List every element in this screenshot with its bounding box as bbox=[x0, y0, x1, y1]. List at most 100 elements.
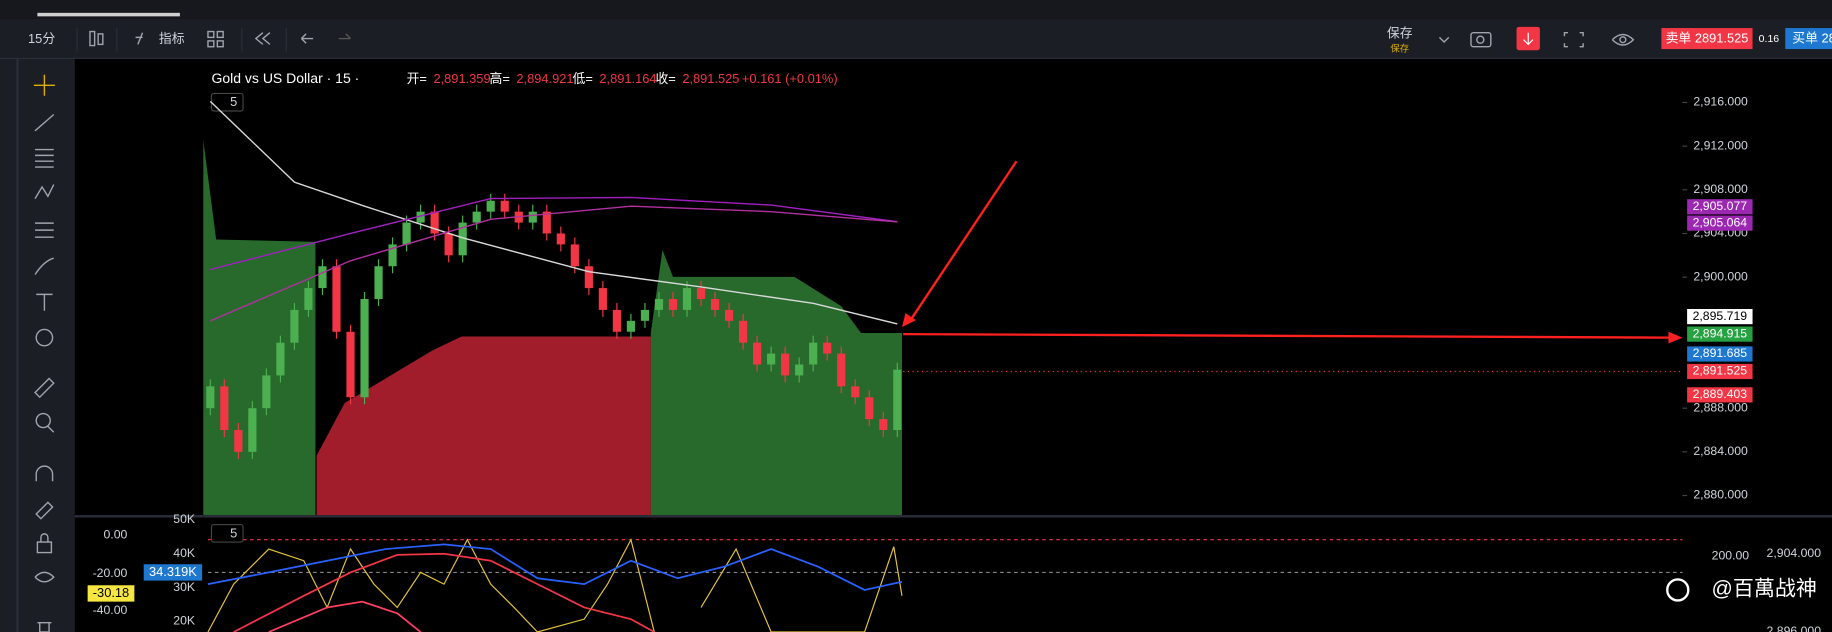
sell-label: 卖单 2891.525 bbox=[1666, 31, 1749, 46]
volume-axis-label: 40K bbox=[173, 546, 196, 560]
candle bbox=[276, 342, 285, 376]
price-tag-label: 2,891.525 bbox=[1693, 364, 1748, 378]
toolbar-divider bbox=[16, 58, 19, 632]
candle bbox=[640, 309, 650, 321]
candle bbox=[388, 244, 397, 267]
price-tag-label: 2,895.719 bbox=[1693, 309, 1748, 323]
y-tick-label: 2,912.000 bbox=[1693, 138, 1748, 152]
candle bbox=[654, 298, 664, 310]
right-axis-label: 200.00 bbox=[1712, 548, 1750, 562]
candle bbox=[767, 353, 776, 365]
candle bbox=[220, 386, 229, 431]
save-button[interactable]: 保存 bbox=[1387, 25, 1413, 40]
ohlc-value: 2,891.359 bbox=[433, 71, 490, 86]
price-tag bbox=[1687, 363, 1753, 380]
arrow-head bbox=[1668, 331, 1683, 344]
cloud-green bbox=[203, 140, 316, 516]
osc-axis-label: 0.00 bbox=[104, 527, 128, 541]
candle bbox=[360, 298, 369, 398]
price-tag-label: 2,894.915 bbox=[1693, 326, 1748, 340]
price-tag-label: 2,889.403 bbox=[1693, 387, 1748, 401]
candle bbox=[248, 408, 257, 452]
osc-axis-label: -40.00 bbox=[93, 603, 128, 617]
ohlc-label: 低= bbox=[572, 71, 592, 86]
sell-button[interactable] bbox=[1661, 28, 1753, 50]
price-tag bbox=[1687, 387, 1753, 403]
price-tag-label: 2,905.064 bbox=[1693, 215, 1748, 229]
candle bbox=[865, 397, 874, 420]
cloud-green bbox=[650, 249, 902, 516]
change: +0.161 (+0.01%) bbox=[742, 71, 838, 86]
candle bbox=[346, 331, 355, 398]
y-tick-label: 2,916.000 bbox=[1693, 95, 1748, 109]
indicators-button[interactable]: 指标 bbox=[159, 31, 185, 46]
candle bbox=[318, 266, 327, 289]
cloud-red bbox=[316, 336, 651, 516]
alert-icon bbox=[1523, 32, 1534, 46]
top-toolbar bbox=[0, 18, 1832, 59]
indicator-line bbox=[209, 100, 898, 325]
right-axis-label: 2,904.000 bbox=[1767, 546, 1822, 560]
ohlc-value: 2,894.921 bbox=[516, 71, 573, 86]
buy-label: 买单 28 bbox=[1792, 31, 1832, 46]
candle bbox=[374, 266, 383, 299]
candles bbox=[206, 193, 902, 459]
candle bbox=[542, 211, 551, 234]
y-tick-label: 2,888.000 bbox=[1693, 400, 1748, 414]
volume-axis-label: 50K bbox=[173, 512, 196, 526]
badge: 5 bbox=[230, 525, 237, 540]
watermark: @百萬战神 bbox=[1712, 577, 1817, 600]
candle bbox=[738, 320, 748, 343]
candle bbox=[444, 233, 453, 256]
volume-axis-label: 20K bbox=[173, 614, 196, 628]
candle bbox=[500, 200, 509, 212]
y-tick-label: 2,880.000 bbox=[1693, 488, 1748, 502]
collapse-button[interactable] bbox=[210, 523, 244, 543]
y-tick-label: 2,884.000 bbox=[1693, 444, 1748, 458]
candle bbox=[234, 430, 243, 452]
volume-tag: 34.319K bbox=[149, 564, 197, 579]
price-tag bbox=[1687, 199, 1753, 215]
price-tag bbox=[1687, 326, 1753, 342]
buy-button[interactable] bbox=[1785, 28, 1832, 50]
candle bbox=[262, 375, 271, 409]
candle bbox=[206, 386, 215, 409]
candle bbox=[795, 364, 804, 376]
toolbar-icons bbox=[89, 30, 1635, 48]
candle bbox=[304, 288, 313, 310]
candle bbox=[612, 309, 621, 332]
candle bbox=[879, 419, 888, 431]
candle bbox=[682, 288, 692, 310]
candle bbox=[823, 342, 832, 354]
save-status: 保存 bbox=[1390, 43, 1409, 54]
candle bbox=[809, 342, 818, 365]
interval-button[interactable]: 15分 bbox=[28, 31, 55, 46]
price-tag-label: 2,905.077 bbox=[1693, 199, 1748, 213]
price-tag bbox=[1687, 346, 1753, 362]
candle bbox=[528, 211, 537, 223]
candle bbox=[472, 211, 481, 223]
price-tag-label: 2,891.685 bbox=[1693, 346, 1748, 360]
collapse-button[interactable] bbox=[210, 92, 244, 112]
osc-axis-label: -20.00 bbox=[93, 566, 128, 580]
candle bbox=[570, 244, 579, 267]
candle bbox=[626, 320, 636, 332]
arrow bbox=[908, 160, 1018, 324]
candle bbox=[710, 298, 720, 310]
candle bbox=[486, 200, 495, 212]
candle bbox=[458, 222, 467, 256]
candle bbox=[402, 222, 411, 245]
ohlc-label: 开= bbox=[407, 71, 427, 86]
candle bbox=[598, 288, 607, 310]
volume-tag-bg bbox=[143, 564, 203, 581]
arrow-head bbox=[901, 313, 916, 328]
price-tag bbox=[1687, 308, 1753, 325]
candle bbox=[556, 233, 565, 245]
arrow bbox=[903, 332, 1671, 339]
candle bbox=[724, 309, 734, 321]
candle bbox=[893, 369, 902, 431]
symbol-title: Gold vs US Dollar · 15 · bbox=[211, 70, 359, 86]
oscillator-lines bbox=[207, 538, 903, 632]
tab-strip bbox=[0, 0, 1832, 19]
